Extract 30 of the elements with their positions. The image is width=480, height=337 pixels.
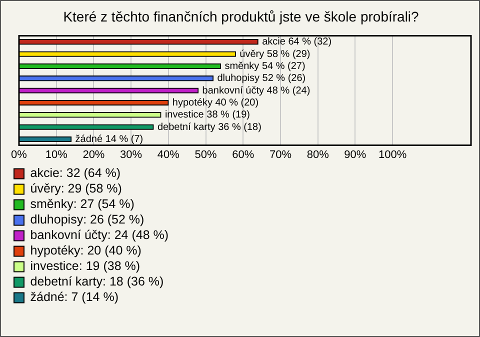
x-tick-label: 0% xyxy=(11,148,28,161)
x-tick-label: 30% xyxy=(120,148,142,161)
legend-label: bankovní účty: 24 (48 %) xyxy=(30,228,169,242)
x-tick-label: 60% xyxy=(232,148,254,161)
legend-label: debetní karty: 18 (36 %) xyxy=(30,274,164,289)
x-tick-label: 100% xyxy=(378,148,407,161)
legend-label: hypotéky: 20 (40 %) xyxy=(30,244,142,258)
legend-label: investice: 19 (38 %) xyxy=(30,259,140,274)
data-label: směnky 54 % (27) xyxy=(224,60,306,72)
legend-label: směnky: 27 (54 %) xyxy=(30,197,134,212)
x-tick-label: 70% xyxy=(269,148,292,161)
data-label: bankovní účty 48 % (24) xyxy=(202,85,310,96)
x-tick-label: 20% xyxy=(82,148,105,161)
x-tick-label: 50% xyxy=(194,148,217,161)
legend-label: dluhopisy: 26 (52 %) xyxy=(30,212,144,227)
data-label: akcie 64 % (32) xyxy=(262,36,332,48)
data-label: dluhopisy 52 % (26) xyxy=(217,73,306,84)
legend-label: úvěry: 29 (58 %) xyxy=(30,182,122,196)
chart-title: Které z těchto finančních produktů jste ve škole probírali? xyxy=(63,8,420,24)
data-label: debetní karty 36 % (18) xyxy=(157,122,262,133)
data-label: investice 38 % (19) xyxy=(164,110,250,121)
x-tick-label: 90% xyxy=(344,148,366,161)
x-tick-label: 40% xyxy=(157,148,180,161)
data-label: hypotéky 40 % (20) xyxy=(172,97,259,108)
data-label: žádné 14 % (7) xyxy=(75,134,144,145)
legend-label: žádné: 7 (14 %) xyxy=(30,290,118,304)
data-label: úvěry 58 % (29) xyxy=(240,48,310,60)
x-tick-label: 10% xyxy=(45,148,68,161)
x-tick-label: 80% xyxy=(306,148,330,161)
legend-label: akcie: 32 (64 %) xyxy=(30,166,121,180)
